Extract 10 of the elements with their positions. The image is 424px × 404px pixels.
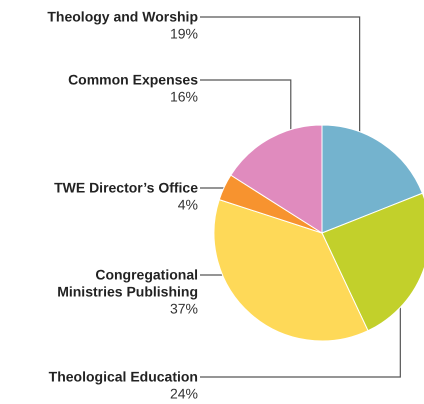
data-label: 4% [178, 196, 198, 212]
data-label: 19% [170, 26, 198, 42]
slice-label: TWE Director’s Office [54, 180, 198, 196]
slice-label: Congregational Ministries Publishing [57, 266, 198, 300]
slice-label: Theological Education [48, 368, 198, 384]
slice-label: Common Expenses [68, 72, 198, 88]
data-label: 24% [170, 386, 198, 402]
slice-label: Theology and Worship [47, 8, 198, 24]
data-label: 16% [170, 88, 198, 104]
data-label: 37% [170, 300, 198, 316]
